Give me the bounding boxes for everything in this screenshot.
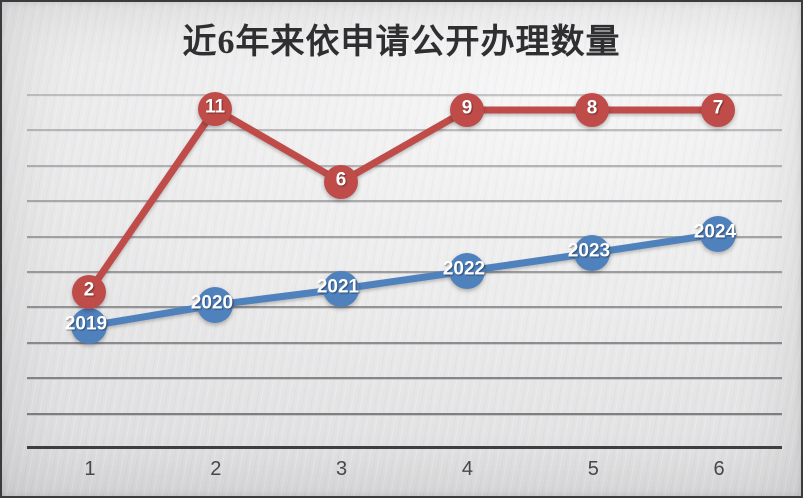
- blue-series-data-label: 2020: [191, 293, 233, 314]
- x-tick-label: 1: [84, 458, 96, 480]
- x-tick-label: 2: [210, 458, 222, 480]
- gridline: [27, 164, 782, 168]
- red-series-point-marker: [701, 93, 735, 127]
- x-tick-label: 6: [713, 458, 725, 480]
- x-axis-line: [27, 446, 782, 449]
- red-series-data-label: 2: [84, 280, 95, 301]
- gridline: [27, 306, 782, 310]
- blue-series-point-marker: [71, 308, 107, 344]
- blue-series-data-label: 2021: [317, 277, 360, 298]
- gridline: [27, 341, 782, 345]
- blue-series-data-label: 2023: [568, 241, 610, 262]
- red-series-data-label: 11: [205, 97, 226, 118]
- red-series-point-marker: [72, 275, 106, 309]
- red-series-data-label: 9: [462, 98, 473, 119]
- blue-series-data-label: 2022: [443, 259, 485, 280]
- gridline: [27, 200, 782, 204]
- blue-series-point-marker: [197, 287, 233, 323]
- red-series-point-marker: [575, 93, 609, 127]
- blue-series-line: [85, 230, 722, 330]
- gridline: [27, 235, 782, 239]
- blue-series-point-marker: [574, 235, 610, 271]
- red-series-point-marker: [324, 165, 358, 199]
- blue-series-data-label: 2024: [694, 222, 737, 243]
- gridline: [27, 412, 782, 416]
- red-series-line: [85, 105, 722, 296]
- x-tick-label: 3: [336, 458, 348, 480]
- red-series-point-marker: [450, 93, 484, 127]
- chart-title: 近6年来依申请公开办理数量: [182, 24, 621, 61]
- gridline: [27, 94, 782, 97]
- x-tick-label: 4: [461, 458, 473, 480]
- gridline: [27, 377, 782, 381]
- blue-series-point-marker: [323, 271, 359, 307]
- red-series-data-label: 6: [336, 170, 347, 191]
- gridline: [27, 129, 782, 133]
- red-series-point-marker: [198, 92, 232, 126]
- gridline: [27, 271, 782, 274]
- red-series-data-label: 8: [587, 98, 598, 119]
- blue-series-data-label: 2019: [65, 314, 107, 335]
- blue-series-point-marker: [700, 216, 736, 252]
- x-tick-label: 5: [587, 458, 599, 480]
- blue-series-point-marker: [449, 253, 485, 289]
- red-series-data-label: 7: [713, 98, 724, 119]
